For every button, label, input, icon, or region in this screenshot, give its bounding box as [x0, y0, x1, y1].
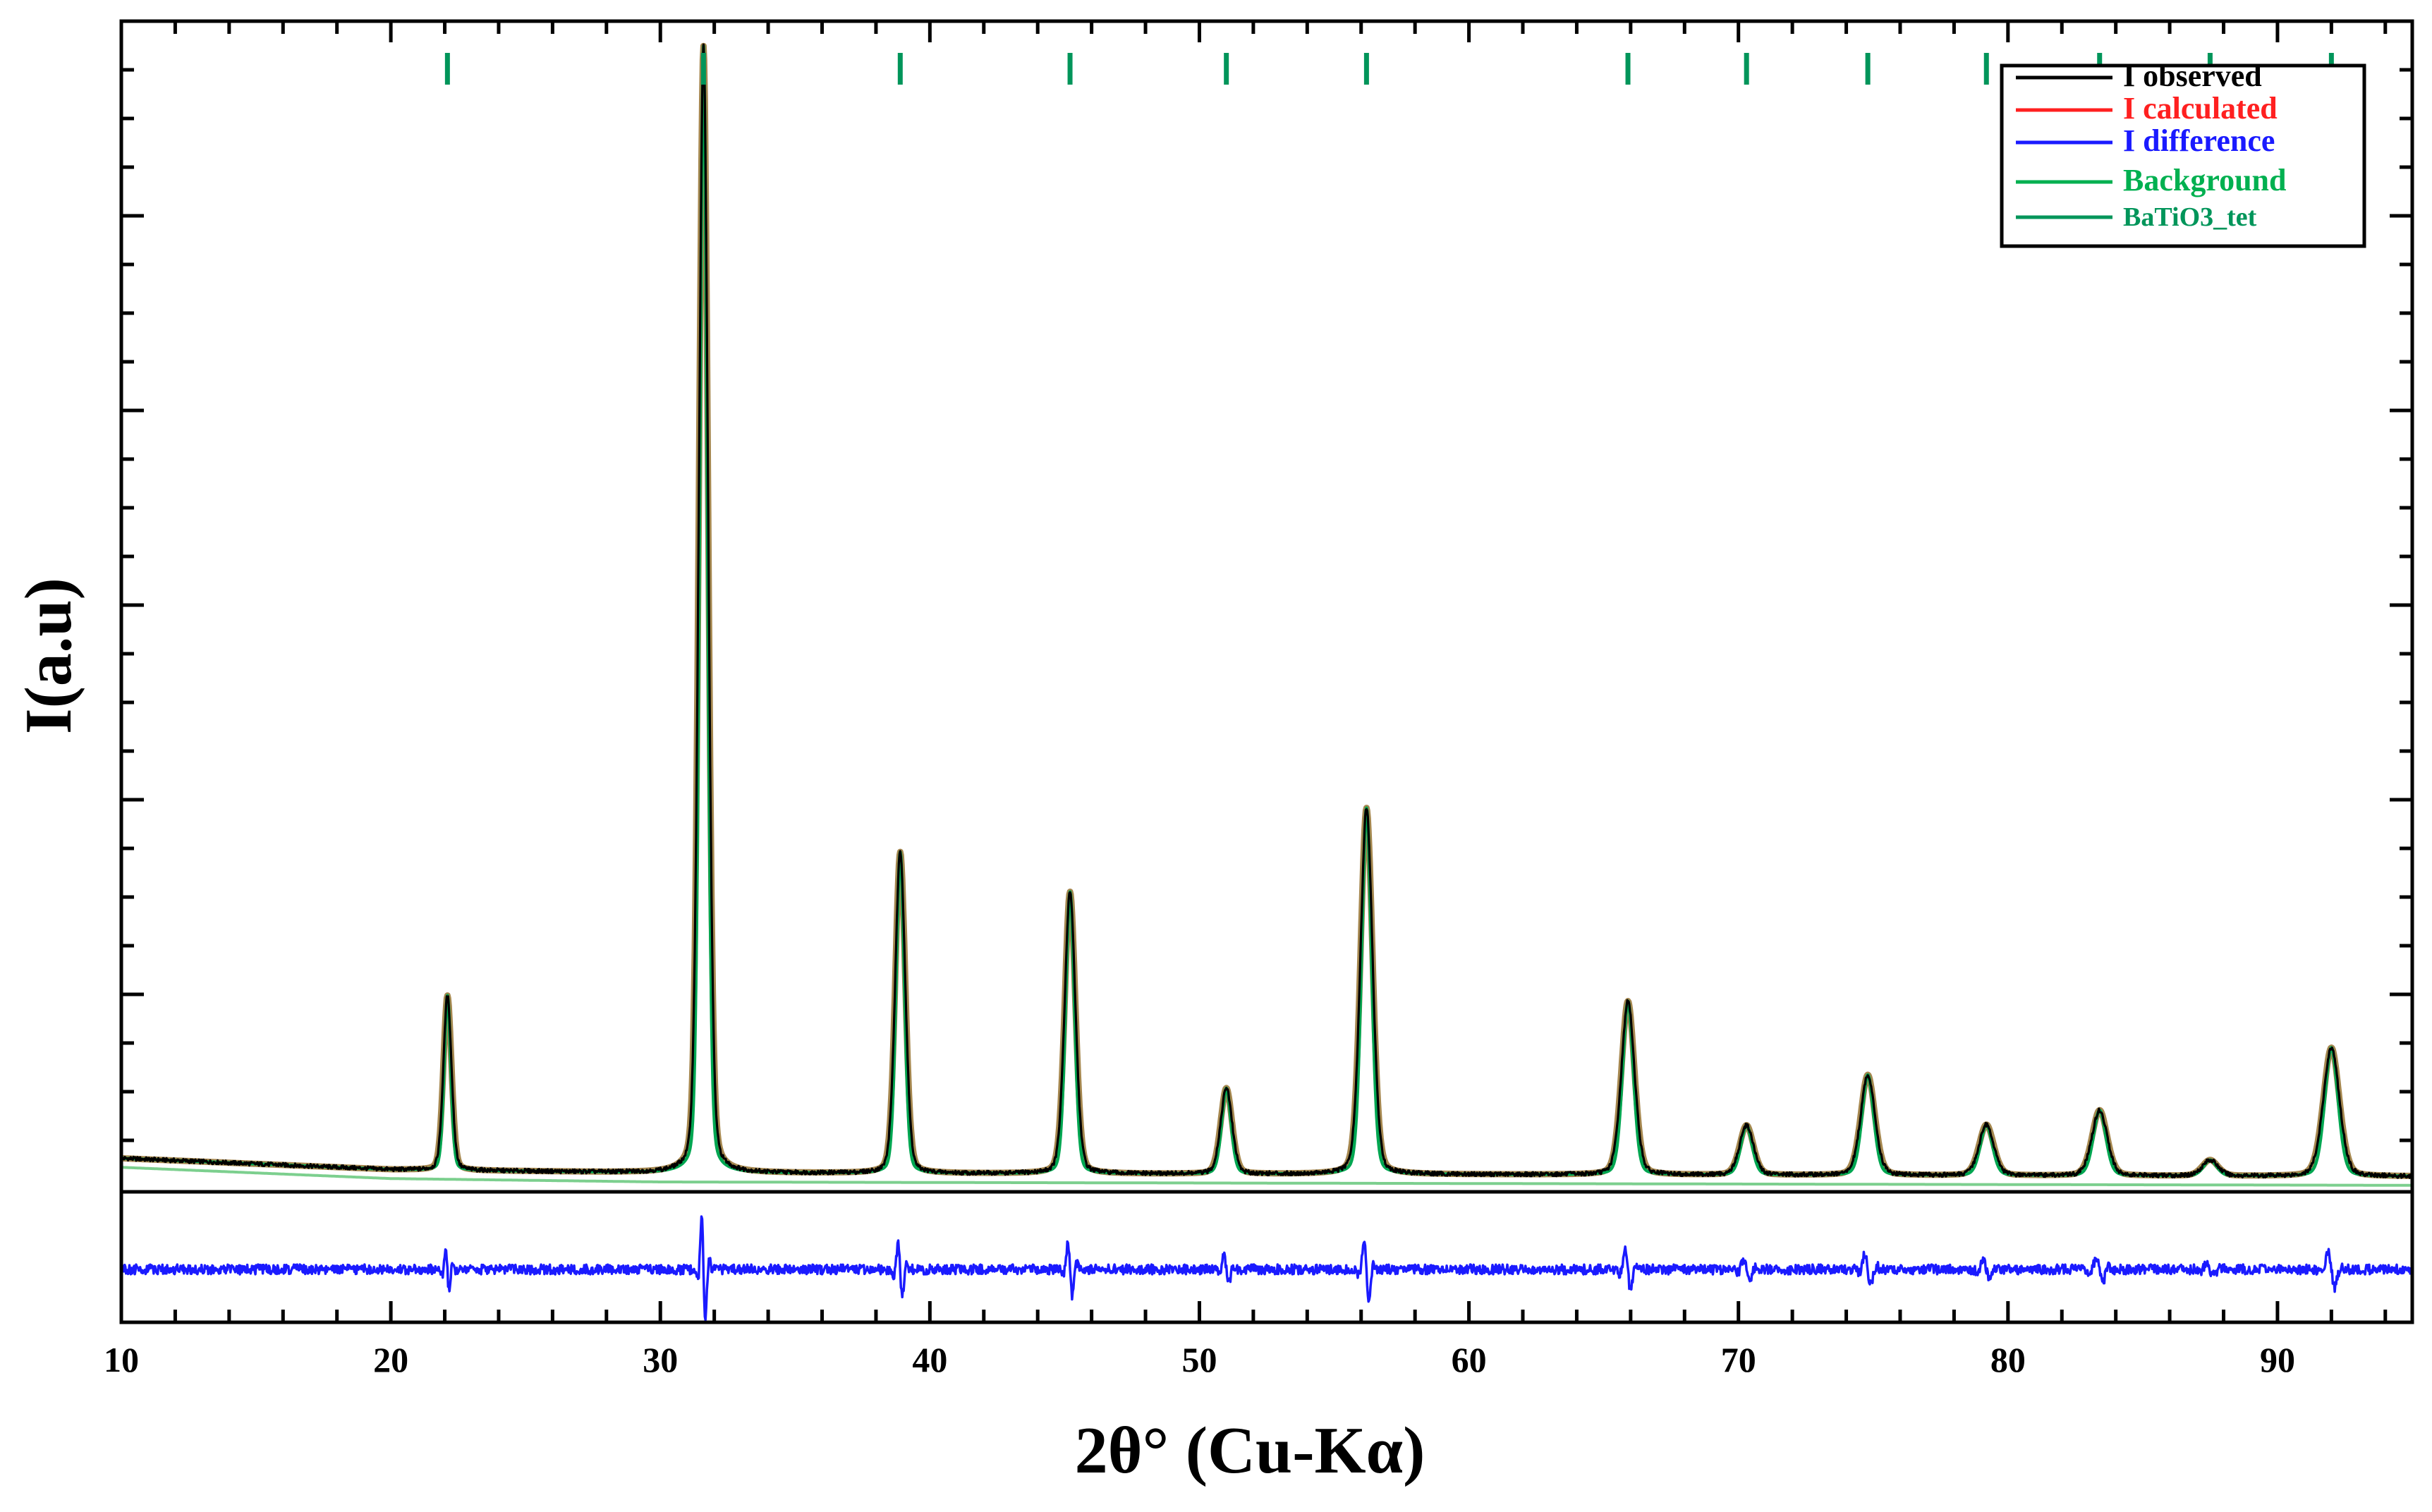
x-tick-label: 80 [1990, 1340, 2026, 1379]
difference-curve-group [120, 1215, 2414, 1322]
observed-line [120, 43, 2414, 1179]
x-tick-label: 50 [1181, 1340, 1217, 1379]
plot-frame [119, 19, 2414, 1324]
x-tick-label: 30 [643, 1340, 678, 1379]
legend-label: I calculated [2123, 91, 2278, 126]
difference-line [120, 1215, 2414, 1322]
x-tick-label: 90 [2260, 1340, 2295, 1379]
axes-group [119, 19, 2414, 1324]
x-tick-label: 10 [104, 1340, 139, 1379]
y-axis-label: I(a.u) [12, 578, 85, 734]
legend-label: I difference [2123, 123, 2275, 158]
bragg-marks-group [444, 53, 2334, 85]
legend-label: Background [2123, 163, 2287, 197]
background-line [121, 1166, 2412, 1187]
observed-curve-group [120, 43, 2414, 1179]
x-tick-label: 60 [1452, 1340, 1487, 1379]
x-tick-label: 20 [373, 1340, 408, 1379]
x-tick-label: 70 [1721, 1340, 1756, 1379]
x-tick-label: 40 [912, 1340, 947, 1379]
x-axis-label: 2θ° (Cu-Kα) [1075, 1414, 1425, 1487]
ticks-group: 10 20 30 40 50 60 70 80 90 [104, 19, 2412, 1379]
background-curve-group [121, 1166, 2412, 1187]
legend-label: I observed [2123, 59, 2262, 93]
legend-label: BaTiO3_tet [2123, 202, 2257, 232]
